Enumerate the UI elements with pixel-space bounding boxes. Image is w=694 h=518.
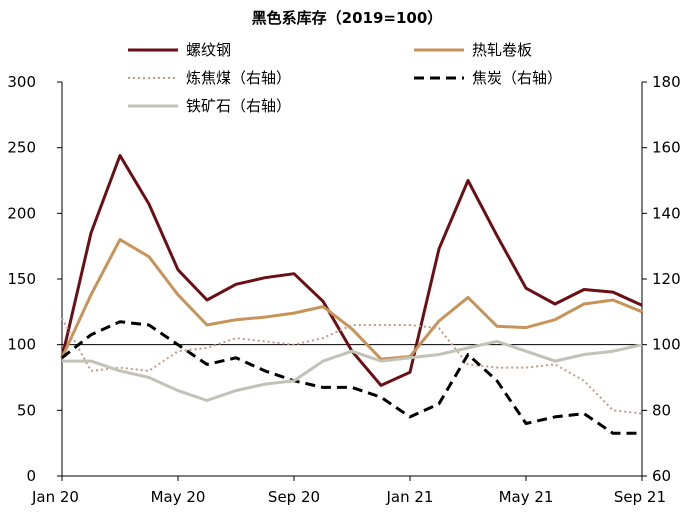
series-line-5 xyxy=(62,339,643,402)
series-line-4 xyxy=(61,320,642,435)
left-y-tick-label: 0 xyxy=(26,467,36,485)
right-y-tick-label: 180 xyxy=(652,73,681,91)
x-tick-label: Sep 21 xyxy=(614,488,666,506)
right-y-tick-label: 80 xyxy=(652,401,671,419)
left-y-tick-label: 300 xyxy=(7,73,36,91)
legend-label-2: 热轧卷板 xyxy=(472,41,532,59)
axes: 0 50 100 150 200 250 300 60 80 100 120 140 160 180 Jan… xyxy=(7,73,680,506)
legend-label-5: 铁矿石（右轴） xyxy=(186,97,291,115)
legend-label-4: 焦炭（右轴） xyxy=(472,69,562,87)
x-tick-label: Sep 20 xyxy=(268,488,320,506)
series-line-3 xyxy=(61,317,643,415)
x-tick-label: May 21 xyxy=(499,488,554,506)
x-tick-label: Jan 21 xyxy=(386,488,434,506)
series-layer xyxy=(60,154,643,435)
left-y-tick-label: 100 xyxy=(7,336,36,354)
left-y-tick-label: 50 xyxy=(17,401,36,419)
right-y-tick-label: 100 xyxy=(652,336,681,354)
left-y-tick-label: 150 xyxy=(7,270,36,288)
x-tick-label: Jan 20 xyxy=(31,488,79,506)
chart-title: 黑色系库存（2019=100） xyxy=(252,9,443,27)
right-y-tick-label: 140 xyxy=(652,204,681,222)
left-y-tick-label: 200 xyxy=(7,204,36,222)
right-y-tick-label: 120 xyxy=(652,270,681,288)
legend-label-3: 炼焦煤（右轴） xyxy=(186,69,291,87)
legend-label-1: 螺纹钢 xyxy=(186,41,231,59)
left-y-tick-label: 250 xyxy=(7,139,36,157)
series-line-2 xyxy=(60,238,643,361)
x-tick-label: May 20 xyxy=(151,488,206,506)
right-y-tick-label: 160 xyxy=(652,139,681,157)
right-y-tick-label: 60 xyxy=(652,467,671,485)
